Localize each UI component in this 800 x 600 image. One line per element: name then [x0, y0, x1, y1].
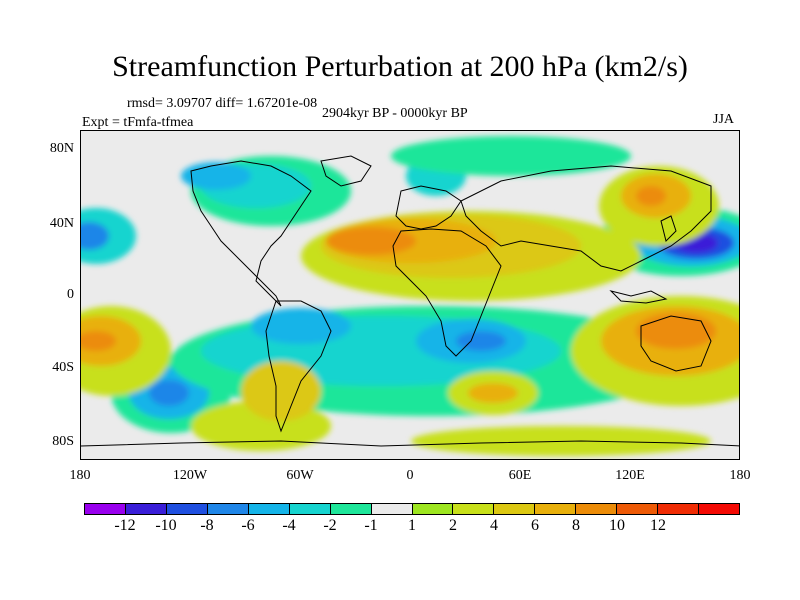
x-tick-180e: 180 [729, 468, 751, 483]
x-tick-120e: 120E [615, 468, 645, 483]
colorbar-swatch [248, 504, 290, 514]
colorbar-swatch [85, 504, 126, 514]
x-tick-60w: 60W [286, 468, 314, 483]
colorbar-swatch [412, 504, 454, 514]
colorbar-label: -6 [241, 517, 255, 534]
colorbar-swatch [330, 504, 372, 514]
map-plot-area [80, 130, 740, 460]
colorbar-label: -12 [114, 517, 136, 534]
stats-text: rmsd= 3.09707 diff= 1.67201e-08 [127, 96, 318, 111]
season-label: JJA [713, 112, 735, 127]
colorbar-label: 4 [490, 517, 498, 534]
x-tick-180w: 180 [69, 468, 91, 483]
colorbar-label: -4 [282, 517, 296, 534]
y-tick-0: 0 [67, 287, 74, 302]
x-tick-120w: 120W [172, 468, 208, 483]
colorbar-label: 6 [531, 517, 539, 534]
experiment-label: Expt = tFmfa-tfmea [82, 115, 194, 130]
colorbar-swatch [699, 504, 739, 514]
y-tick-40s: 40S [52, 360, 74, 375]
colorbar-swatch [371, 504, 413, 514]
period-text: 2904kyr BP - 0000kyr BP [322, 106, 468, 121]
map-title: Streamfunction Perturbation at 200 hPa (… [112, 50, 688, 83]
colorbar-label: 2 [449, 517, 457, 534]
colorbar-swatch [207, 504, 249, 514]
colorbar-label: 10 [609, 517, 625, 534]
y-tick-80s: 80S [52, 434, 74, 449]
colorbar-swatch [166, 504, 208, 514]
y-tick-40n: 40N [49, 216, 74, 231]
colorbar-swatch [289, 504, 331, 514]
colorbar-label: -2 [323, 517, 337, 534]
colorbar-label: -1 [364, 517, 378, 534]
colorbar-swatch [617, 504, 659, 514]
x-tick-0: 0 [406, 468, 414, 483]
colorbar-swatch [658, 504, 700, 514]
colorbar-label: 8 [572, 517, 580, 534]
colorbar-label: 12 [650, 517, 666, 534]
y-tick-80n: 80N [49, 141, 74, 156]
colorbar-swatch [453, 504, 495, 514]
colorbar-swatch [576, 504, 618, 514]
colorbar-label: 1 [408, 517, 416, 534]
streamfunction-contours [81, 136, 739, 456]
colorbar-swatch [535, 504, 577, 514]
colorbar-swatch [125, 504, 167, 514]
colorbar-label: -10 [155, 517, 177, 534]
colorbar [84, 503, 740, 515]
colorbar-label: -8 [200, 517, 214, 534]
colorbar-swatch [494, 504, 536, 514]
x-tick-60e: 60E [508, 468, 532, 483]
